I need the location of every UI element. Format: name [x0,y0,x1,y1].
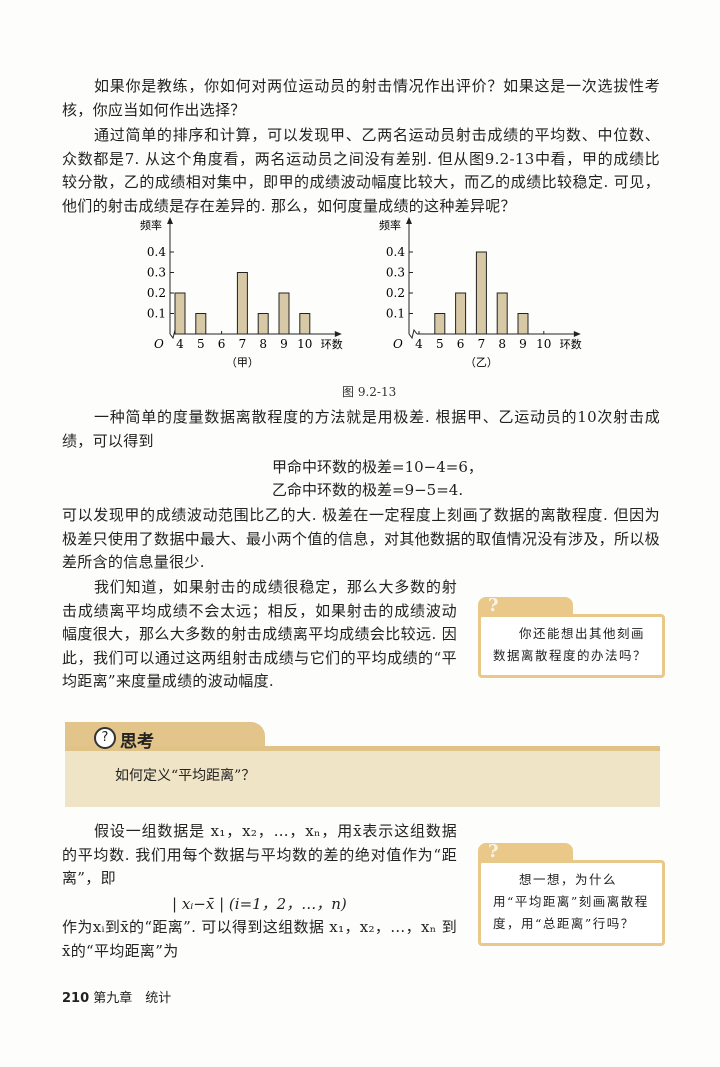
bar [496,292,508,335]
y-tick-label: 0.4 [147,245,166,259]
y-tick-label: 0.2 [147,286,166,300]
chart-sublabel: （乙） [465,356,498,369]
formula-range-yi: 乙命中环数的极差=9−5=4. [272,481,464,499]
y-axis-label: 频率 [140,218,162,232]
paragraph-definition: 假设一组数据是 x₁，x₂，…，xₙ，用x̄表示这组数据的平均数. 我们用每个数… [62,822,457,887]
think-question: 如何定义“平均距离”？ [115,768,256,784]
origin-label: O [154,337,164,351]
bar [517,313,529,335]
y-tick-label: 0.3 [147,266,166,280]
figure-caption: 图 9.2-13 [342,385,397,399]
paragraph-range: 一种简单的度量数据离散程度的方法就是用极差. 根据甲、乙运动员的10次射击成绩，… [62,408,660,450]
chart-yi: 频率 O 0.1 0.2 0.3 0.4 4 5 6 7 8 9 10 环数 （乙） [379,217,582,369]
x-tick-label: 9 [519,337,527,351]
x-axis-label: 环数 [560,338,582,351]
y-axis-arrow [167,217,173,224]
think-title: 思考 [120,732,154,752]
chart-jia: 频率 O 0.1 0.2 0.3 0.4 4 5 6 7 8 9 10 环数 （甲） [140,217,343,369]
x-tick-label: 4 [415,337,423,351]
think-band [65,746,660,807]
side-note-2: 想一想，为什么用“平均距离”刻画离散程度，用“总距离”行吗？ [478,860,665,946]
axis-break [408,328,418,340]
x-tick-label: 8 [259,337,267,351]
x-axis-arrow [334,331,342,337]
chart-sublabel: （甲） [226,356,259,369]
x-tick-label: 7 [239,337,247,351]
bar [299,313,311,335]
y-tick-label: 0.3 [386,266,405,280]
paragraph-coach-question: 如果你是教练，你如何对两位运动员的射击情况作出评价？如果这是一次选拔性考核，你应… [62,77,660,119]
bar [174,292,186,335]
side-note-tab: ? [478,595,573,617]
formula-distance: | xᵢ−x̄ | (i=1，2，…，n) [172,895,347,913]
x-tick-label: 9 [280,337,288,351]
bar [434,313,446,335]
x-tick-label: 4 [176,337,184,351]
bar [195,313,207,335]
chapter-label: 第九章 统计 [93,991,172,1006]
x-axis-label: 环数 [321,338,343,351]
x-tick-label: 7 [478,337,486,351]
paragraph-average-distance: 我们知道，如果射击的成绩很稳定，那么大多数的射击成绩离平均成绩不会太远；相反，如… [62,578,457,690]
bar [236,272,248,335]
y-tick-label: 0.1 [147,307,166,321]
side-note-tab: ? [478,841,573,863]
y-tick-label: 0.2 [386,286,405,300]
y-tick-label: 0.1 [386,307,405,321]
paragraph-mean-distance: 作为xᵢ到x̄的“距离”. 可以得到这组数据 x₁，x₂，…，xₙ 到x̄的“平… [62,918,457,960]
paragraph-range-limit: 可以发现甲的成绩波动范围比乙的大. 极差在一定程度上刻画了数据的离散程度. 但因… [62,506,660,571]
origin-label: O [393,337,403,351]
y-axis-arrow [406,217,412,224]
bar [257,313,269,335]
x-tick-label: 5 [197,337,205,351]
bar [278,292,290,335]
x-tick-label: 6 [218,337,226,351]
y-tick-label: 0.4 [386,245,405,259]
y-axis-label: 频率 [379,218,401,232]
x-tick-label: 10 [297,337,312,351]
formula-range-jia: 甲命中环数的极差=10−4=6， [272,458,483,476]
x-axis-arrow [573,331,581,337]
paragraph-analysis: 通过简单的排序和计算，可以发现甲、乙两名运动员射击成绩的平均数、中位数、众数都是… [62,126,660,215]
page-footer: 210 第九章 统计 [62,987,171,1006]
question-mark-icon: ? [488,841,499,862]
x-tick-label: 8 [498,337,506,351]
x-tick-label: 5 [436,337,444,351]
side-note-1: 你还能想出其他刻画数据离散程度的办法吗？ [478,614,665,678]
bar [455,292,467,335]
question-circle-icon: ? [94,727,116,749]
x-tick-label: 10 [536,337,551,351]
bar [475,251,487,335]
page-number: 210 [62,991,90,1006]
question-mark-icon: ? [488,595,499,616]
x-tick-label: 6 [457,337,465,351]
